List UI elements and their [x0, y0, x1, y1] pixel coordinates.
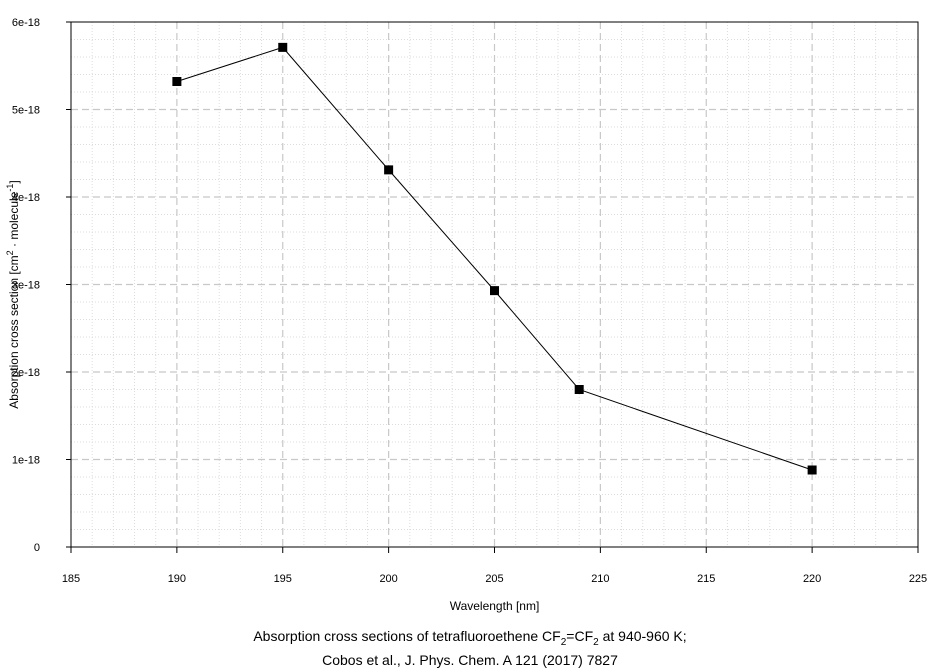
data-point-marker [278, 42, 288, 52]
x-tick-label: 205 [485, 573, 503, 585]
x-tick-label: 185 [62, 573, 80, 585]
y-axis-label-middle: · molecule [7, 191, 21, 250]
x-tick-label: 200 [379, 573, 397, 585]
caption-prefix: Absorption cross sections of tetrafluoro… [253, 628, 561, 644]
x-tick-label: 225 [909, 573, 927, 585]
caption-sub-2: 2 [593, 636, 599, 648]
y-axis-label: Absorption cross section [cm2 · molecule… [5, 180, 21, 408]
y-tick-label: 3e-18 [12, 280, 40, 292]
y-tick-label: 2e-18 [12, 367, 40, 379]
x-tick-label: 220 [803, 573, 821, 585]
y-axis-label-suffix: ] [7, 180, 21, 183]
y-tick-label: 6e-18 [12, 17, 40, 29]
x-axis-ticks: 185 190 195 200 205 210 215 220 225 [62, 547, 927, 585]
y-tick-label: 4e-18 [12, 192, 40, 204]
x-axis-label: Wavelength [nm] [450, 599, 540, 613]
series-layer [172, 42, 817, 475]
caption-line-2: Cobos et al., J. Phys. Chem. A 121 (2017… [322, 652, 618, 668]
caption-sub-1: 2 [560, 636, 567, 648]
y-axis-label-sup2: -1 [5, 184, 15, 192]
y-axis-label-prefix: Absorption cross section [cm [7, 255, 21, 408]
y-tick-label: 1e-18 [12, 455, 40, 467]
x-tick-label: 210 [591, 573, 609, 585]
x-tick-label: 195 [274, 573, 292, 585]
chart: 185 190 195 200 205 210 215 220 225 0 1e-18 2e-18 3… [5, 17, 927, 613]
caption-line-1: Absorption cross sections of tetrafluoro… [0, 628, 940, 648]
y-axis-label-sup1: 2 [5, 250, 15, 255]
data-point-marker [807, 465, 817, 475]
data-point-marker [172, 77, 182, 86]
y-tick-label: 0 [34, 542, 40, 554]
data-point-marker [384, 165, 394, 175]
y-tick-label: 5e-18 [12, 105, 40, 117]
y-axis-ticks: 0 1e-18 2e-18 3e-18 4e-18 5e-18 6e-18 [12, 17, 71, 554]
data-point-marker [574, 385, 584, 394]
data-point-marker [490, 286, 499, 296]
x-tick-label: 190 [168, 573, 186, 585]
caption-eq: =CF [566, 628, 594, 644]
major-grid [71, 22, 918, 547]
caption-suffix: at 940-960 K; [598, 628, 687, 644]
x-tick-label: 215 [697, 573, 715, 585]
series-line [176, 46, 813, 471]
